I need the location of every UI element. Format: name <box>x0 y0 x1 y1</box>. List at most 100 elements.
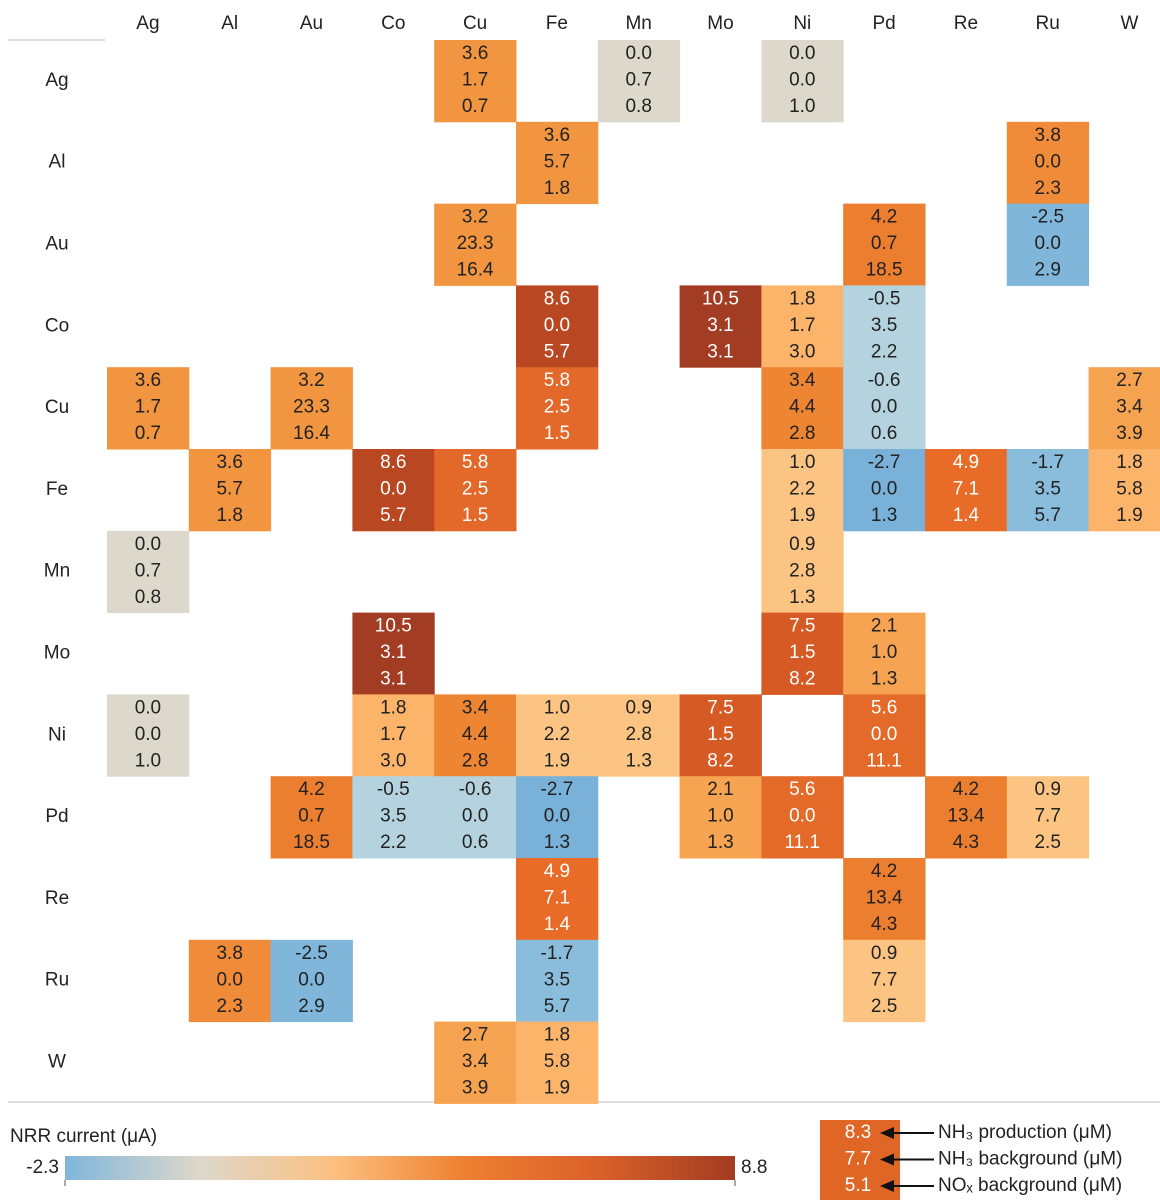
cell-value: 3.5 <box>871 315 897 336</box>
cell <box>352 612 435 695</box>
cell <box>679 694 762 777</box>
row-label: Cu <box>45 397 69 418</box>
cell <box>434 203 517 286</box>
cell-value: -2.7 <box>541 779 574 800</box>
cell-value: 3.4 <box>789 370 816 391</box>
cell-value: 16.4 <box>293 423 330 444</box>
cell-value: 5.6 <box>871 697 897 718</box>
cell-value: -2.7 <box>868 452 901 473</box>
cell-value: 1.0 <box>789 96 815 117</box>
row-label: Fe <box>46 479 68 500</box>
row-label: Co <box>45 315 69 336</box>
cell-value: 5.7 <box>1034 505 1060 526</box>
cell <box>761 612 844 695</box>
cell <box>107 367 190 450</box>
cell <box>270 776 353 859</box>
row-label: Ru <box>45 970 69 991</box>
cell-value: 3.5 <box>544 969 570 990</box>
cell-value: 4.4 <box>789 397 816 418</box>
cell-value: 0.0 <box>216 969 242 990</box>
cell <box>843 939 926 1023</box>
cell-value: 2.2 <box>380 832 406 853</box>
cell-value: 4.9 <box>953 452 979 473</box>
cell-value: 8.2 <box>789 669 815 690</box>
cell <box>1006 121 1090 205</box>
colorbar-title: NRR current (μA) <box>10 1126 157 1147</box>
cell <box>761 776 844 859</box>
cell-value: 3.4 <box>462 1051 489 1072</box>
cell-value: 7.1 <box>953 479 979 500</box>
cell-value: 7.1 <box>544 888 570 909</box>
cell-value: 1.9 <box>1116 505 1142 526</box>
cell-value: 3.1 <box>380 642 406 663</box>
cell-value: 1.5 <box>789 642 815 663</box>
cell-value: 23.3 <box>293 397 330 418</box>
column-label: Fe <box>546 13 568 34</box>
cell-value: 2.5 <box>544 397 570 418</box>
row-label: Au <box>45 234 68 255</box>
cell-value: -0.5 <box>377 779 410 800</box>
column-label: Co <box>381 13 405 34</box>
cell-value: -1.7 <box>1031 452 1064 473</box>
cell-value: 2.8 <box>789 423 815 444</box>
cell-value: 0.0 <box>871 397 897 418</box>
cell <box>761 285 844 368</box>
cell <box>1088 367 1160 450</box>
cell <box>843 285 926 368</box>
cell <box>843 203 926 286</box>
cell <box>516 1021 599 1104</box>
cell-value: 1.3 <box>871 669 897 690</box>
cell-value: 10.5 <box>702 288 739 309</box>
column-label: Ni <box>793 13 811 34</box>
legend-label: NOₓ background (μM) <box>938 1175 1122 1196</box>
cell-value: 3.9 <box>462 1078 488 1099</box>
cell-value: 0.0 <box>380 479 406 500</box>
cell <box>270 939 353 1023</box>
cell <box>434 449 517 532</box>
cell-value: 3.8 <box>216 943 242 964</box>
cell <box>352 694 435 777</box>
row-label: Ag <box>45 70 68 91</box>
column-label: Mn <box>625 13 651 34</box>
cell-value: 0.8 <box>135 587 161 608</box>
cell-value: 0.7 <box>135 560 161 581</box>
cell-value: 0.7 <box>625 70 651 91</box>
cell-value: 0.0 <box>135 697 161 718</box>
colorbar-tick-label: -2.3 <box>26 1157 59 1178</box>
cell-value: 0.0 <box>789 43 815 64</box>
cell-value: 0.8 <box>625 96 651 117</box>
cell-value: 1.5 <box>544 423 570 444</box>
cell <box>434 776 517 859</box>
column-label: Re <box>954 13 978 34</box>
cell <box>107 530 190 614</box>
legend-value: 7.7 <box>845 1149 871 1170</box>
cell-value: -1.7 <box>541 943 574 964</box>
cell-value: 13.4 <box>866 888 903 909</box>
cell <box>516 858 599 941</box>
cell-value: 5.7 <box>380 505 406 526</box>
cell <box>597 694 681 777</box>
cell-value: 1.3 <box>789 587 815 608</box>
cell-value: 2.5 <box>462 479 488 500</box>
cell-value: 3.6 <box>216 452 242 473</box>
cell-value: 2.1 <box>871 616 897 637</box>
cell-value: 1.8 <box>1116 452 1142 473</box>
cell-value: 5.7 <box>216 479 242 500</box>
cell-value: 7.7 <box>871 969 897 990</box>
row-label: Mo <box>44 643 70 664</box>
cell-value: -0.6 <box>868 370 901 391</box>
cell-value: 2.2 <box>544 724 570 745</box>
cell <box>270 367 353 450</box>
cell-value: 23.3 <box>457 233 494 254</box>
cell <box>843 694 926 777</box>
cell-value: 0.9 <box>625 697 651 718</box>
cell <box>107 694 190 777</box>
cell-value: 3.1 <box>707 341 733 362</box>
cell-value: 8.2 <box>707 750 733 771</box>
cell-value: 4.2 <box>871 861 897 882</box>
legend-value: 8.3 <box>845 1122 871 1143</box>
cell-value: 0.0 <box>871 724 897 745</box>
legend-value: 5.1 <box>845 1175 871 1196</box>
cell <box>761 530 844 614</box>
row-label: Pd <box>45 806 68 827</box>
